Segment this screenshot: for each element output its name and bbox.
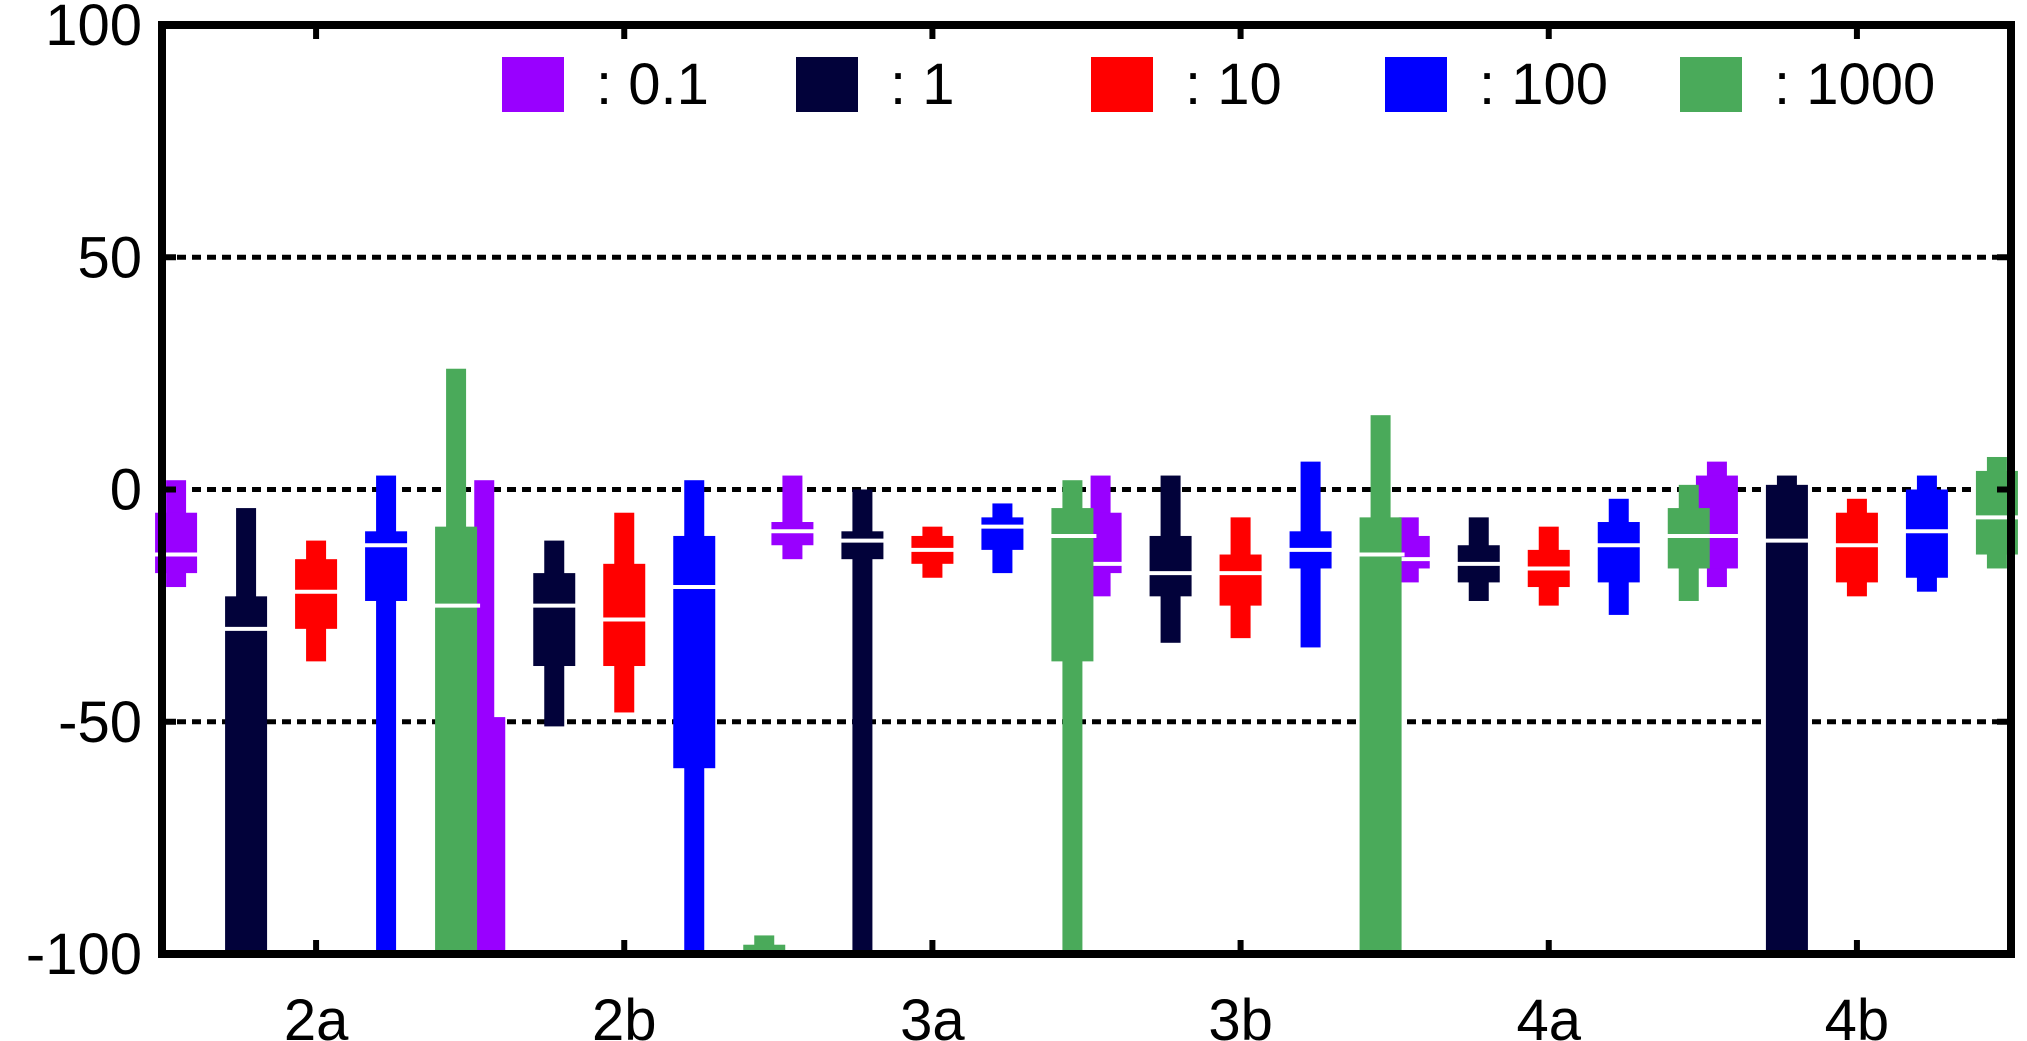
legend-label: : 1 <box>890 52 955 117</box>
legend: : 0.1 : 1 : 10 : 100 : 1000 <box>502 52 1935 117</box>
box <box>435 526 478 954</box>
x-tick-label: 4a <box>1516 988 1581 1041</box>
legend-label: : 1000 <box>1774 52 1935 117</box>
box <box>771 522 814 546</box>
box <box>1667 508 1710 569</box>
legend-label: : 10 <box>1185 52 1282 117</box>
box <box>1905 489 1948 578</box>
x-tick-label: 3a <box>900 988 965 1041</box>
box <box>225 596 268 954</box>
x-tick-label: 2b <box>592 988 657 1041</box>
box <box>1835 512 1878 583</box>
box <box>1149 535 1192 597</box>
box <box>1051 508 1094 662</box>
y-tick-label: 50 <box>77 225 142 290</box>
y-tick-label: 100 <box>45 0 142 58</box>
x-tick-label: 4b <box>1825 988 1890 1041</box>
box-series <box>152 368 2021 956</box>
legend-swatch <box>1385 57 1447 112</box>
legend-label: : 100 <box>1479 52 1608 117</box>
box <box>673 535 716 769</box>
box <box>1359 517 1402 954</box>
legend-swatch <box>1091 57 1153 112</box>
box <box>981 517 1024 550</box>
legend-label: : 0.1 <box>596 52 709 117</box>
legend-swatch <box>796 57 858 112</box>
y-tick-label: -50 <box>58 690 142 755</box>
box <box>365 531 408 601</box>
legend-swatch <box>502 57 564 112</box>
box <box>1219 554 1262 606</box>
whisker <box>852 489 873 954</box>
x-tick-label: 2a <box>284 988 349 1041</box>
box <box>1597 522 1640 583</box>
axes: 100 50 0 -50 -100 2a 2b 3a 3b 4a 4b <box>26 0 2011 1041</box>
box <box>533 573 576 667</box>
x-tick-label: 3b <box>1208 988 1273 1041</box>
y-tick-label: -100 <box>26 922 142 987</box>
box <box>603 563 646 667</box>
box <box>841 531 884 560</box>
box <box>295 559 338 629</box>
box <box>1765 484 1808 954</box>
legend-swatch <box>1680 57 1742 112</box>
box <box>743 944 786 954</box>
whisker <box>782 475 803 560</box>
y-tick-label: 0 <box>110 458 142 523</box>
